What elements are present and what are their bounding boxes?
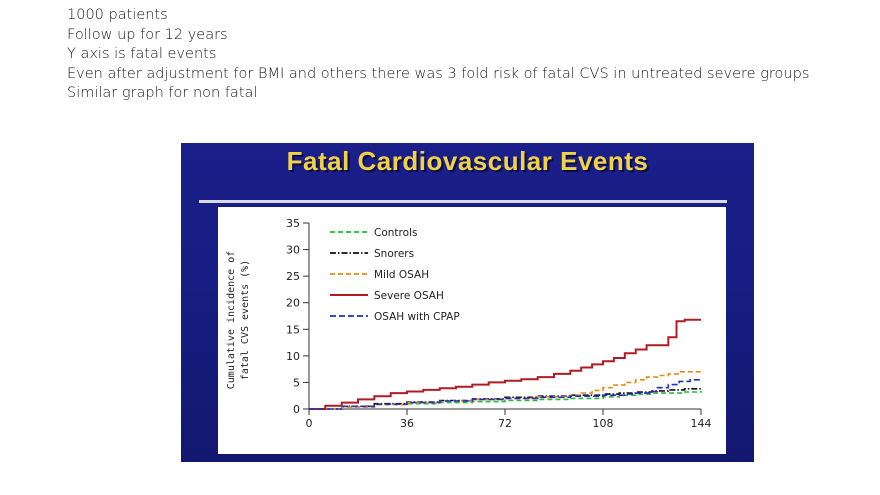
x-tick-label: 144 (691, 417, 712, 430)
title-divider (199, 200, 727, 203)
chart-panel: Cumulative incidence of fatal CVS events … (218, 207, 726, 454)
legend-label: OSAH with CPAP (374, 311, 460, 323)
chart-title: Fatal Cardiovascular Events (286, 146, 649, 176)
x-tick-label: 36 (400, 417, 414, 430)
legend-label: Mild OSAH (374, 269, 429, 281)
x-tick-label: 0 (306, 417, 313, 430)
y-tick-label: 30 (286, 244, 300, 257)
series-line (309, 318, 701, 410)
y-axis-label-line: Cumulative incidence of (226, 251, 237, 389)
y-tick-label: 10 (286, 350, 300, 363)
series-line (309, 387, 702, 410)
slide-notes: 1000 patients Follow up for 12 years Y a… (67, 6, 857, 104)
note-line: 1000 patients (67, 7, 168, 23)
ticks: 0 5 10 15 20 25 30 35 0 36 72 108 144 (286, 217, 712, 430)
y-tick-label: 0 (293, 403, 300, 416)
y-tick-label: 20 (286, 297, 300, 310)
y-tick-label: 15 (286, 323, 300, 336)
legend-label: Controls (374, 227, 417, 239)
legend: Controls Snorers Mild OSAH Severe OSAH OSAH … (330, 227, 460, 323)
legend-label: Severe OSAH (374, 290, 444, 302)
y-tick-label: 35 (286, 217, 300, 230)
y-axis-label-line: fatal CVS events (%) (240, 260, 251, 380)
note-line: Even after adjustment for BMI and others… (67, 65, 810, 82)
x-tick-label: 72 (498, 417, 512, 430)
series-line (309, 379, 701, 410)
chart-slide-image: Fatal Cardiovascular Events Cumulative i… (181, 143, 754, 462)
x-tick-label: 108 (593, 417, 614, 430)
y-axis-label: Cumulative incidence of fatal CVS events … (226, 251, 251, 389)
y-tick-label: 5 (293, 376, 300, 389)
legend-label: Snorers (374, 248, 414, 260)
series-line (309, 371, 701, 410)
note-line: Follow up for 12 years (67, 26, 228, 43)
series-lines (309, 318, 702, 410)
y-tick-label: 25 (286, 270, 300, 283)
line-chart: Cumulative incidence of fatal CVS events … (226, 217, 712, 430)
note-line: Y axis is fatal events (67, 46, 217, 63)
note-line: Similar graph for non fatal (67, 85, 258, 102)
